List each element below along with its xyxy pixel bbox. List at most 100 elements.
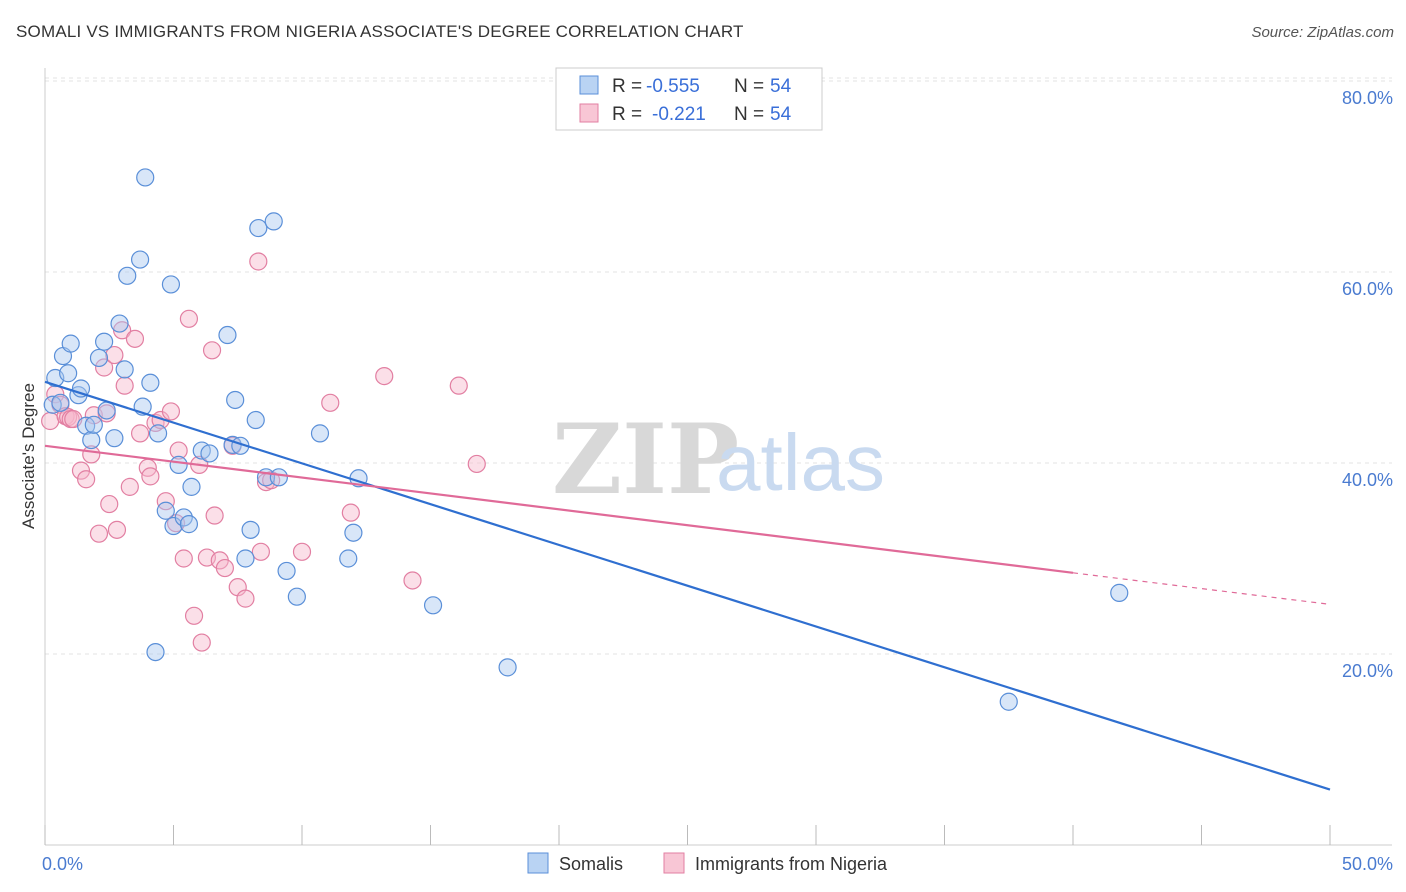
nigeria-trend-line: [44, 444, 1074, 574]
bottom-legend-swatch-somali: [527, 852, 549, 874]
watermark-atlas: atlas: [716, 418, 885, 507]
nigeria-point-32: [184, 606, 204, 625]
legend-n-label-2: N =: [734, 104, 764, 125]
nigeria-point-19: [120, 477, 139, 496]
somali-point-11: [89, 348, 109, 368]
legend-n-label-1: N =: [734, 76, 764, 97]
x-tick-label-min: 0.0%: [42, 854, 83, 874]
somali-point-2: [51, 393, 70, 412]
somali-point-35: [226, 390, 245, 410]
somali-point-5: [61, 334, 80, 353]
nigeria-point-21: [130, 424, 150, 443]
legend-r-label-1: R =: [612, 76, 642, 97]
nigeria-point-16: [107, 520, 127, 539]
nigeria-point-7: [71, 461, 91, 480]
somali-point-12: [95, 332, 114, 351]
trend-lines: [44, 380, 1331, 791]
nigeria-point-50: [375, 366, 394, 386]
somali-point-24: [156, 501, 175, 520]
somali-point-27: [169, 455, 188, 475]
somali-point-48: [344, 523, 363, 542]
nigeria-trend-line-extension: [1072, 572, 1331, 605]
y-tick-label-20: 20.0%: [1342, 661, 1393, 681]
somali-point-33: [218, 325, 237, 345]
somali-point-47: [339, 549, 358, 568]
watermark: ZIP atlas: [552, 403, 885, 516]
somali-point-21: [141, 373, 160, 392]
source-label: Source: ZipAtlas.com: [1251, 24, 1394, 41]
bottom-legend-somalis: Somalis: [559, 854, 623, 874]
somali-point-29: [179, 515, 199, 534]
nigeria-point-36: [202, 341, 222, 360]
chart-title: SOMALI VS IMMIGRANTS FROM NIGERIA ASSOCI…: [16, 22, 744, 41]
somali-point-25: [161, 275, 181, 294]
nigeria-point-31: [179, 309, 199, 328]
somali-point-8: [77, 416, 96, 435]
nigeria-point-48: [321, 393, 340, 412]
legend-r-value-2: -0.221: [652, 104, 706, 125]
nigeria-point-11: [89, 524, 109, 543]
y-axis-label: Associate's Degree: [19, 383, 38, 529]
somali-point-44: [277, 561, 296, 581]
legend-swatch-nigeria: [579, 103, 599, 123]
nigeria-point-27: [161, 402, 181, 421]
nigeria-point-43: [249, 252, 268, 271]
somali-point-40: [249, 218, 268, 238]
nigeria-point-8: [77, 470, 96, 489]
nigeria-point-34: [192, 633, 211, 652]
axes: [44, 68, 1392, 846]
bottom-legend-nigeria: Immigrants from Nigeria: [695, 854, 888, 874]
somali-point-17: [118, 266, 137, 285]
legend-n-value-1: 54: [770, 76, 792, 97]
legend-r-value-1: -0.555: [646, 76, 700, 97]
nigeria-point-23: [141, 467, 160, 486]
somali-point-45: [287, 587, 306, 606]
nigeria-point-49: [341, 503, 360, 522]
somali-point-13: [97, 401, 116, 420]
somali-point-14: [105, 429, 124, 448]
somali-point-4: [59, 364, 78, 383]
nigeria-point-0: [41, 411, 60, 431]
somali-point-39: [246, 410, 265, 430]
nigeria-point-52: [449, 376, 468, 395]
nigeria-point-18: [115, 376, 134, 395]
legend-swatch-somali: [579, 75, 599, 95]
tick-labels: 20.0% 40.0% 60.0% 80.0% 0.0% 50.0%: [42, 88, 1393, 874]
nigeria-point-47: [292, 542, 312, 561]
somali-trend-line: [44, 380, 1331, 791]
somali-point-46: [310, 424, 330, 443]
somali-point-32: [200, 444, 219, 463]
somali-point-43: [269, 468, 288, 487]
y-tick-label-40: 40.0%: [1342, 470, 1393, 490]
series-nigeria-points: [41, 252, 486, 652]
bottom-legend-swatch-nigeria: [663, 852, 685, 874]
somali-point-53: [1110, 583, 1129, 602]
somali-point-18: [130, 250, 150, 269]
grid: [45, 77, 1392, 655]
somali-point-50: [423, 596, 443, 615]
nigeria-point-44: [251, 542, 270, 561]
somali-point-37: [236, 549, 255, 568]
legend-box: [555, 67, 823, 131]
y-tick-label-60: 60.0%: [1342, 279, 1393, 299]
nigeria-point-14: [100, 494, 119, 514]
somali-point-22: [146, 642, 165, 662]
somali-point-42: [264, 212, 283, 231]
somali-point-10: [84, 415, 103, 434]
nigeria-point-30: [174, 549, 193, 568]
somali-point-52: [999, 692, 1018, 711]
nigeria-point-15: [105, 345, 124, 365]
legend-n-value-2: 54: [770, 104, 792, 125]
nigeria-point-42: [236, 589, 255, 608]
somali-point-51: [498, 658, 517, 677]
x-tick-label-max: 50.0%: [1342, 854, 1393, 874]
somali-point-16: [115, 360, 134, 379]
nigeria-point-39: [215, 558, 234, 578]
legend-r-label-2: R =: [612, 104, 642, 125]
somali-point-9: [82, 430, 101, 450]
nigeria-point-53: [467, 454, 486, 474]
nigeria-point-51: [403, 571, 422, 590]
somali-point-38: [241, 520, 260, 539]
y-tick-label-80: 80.0%: [1342, 88, 1393, 108]
